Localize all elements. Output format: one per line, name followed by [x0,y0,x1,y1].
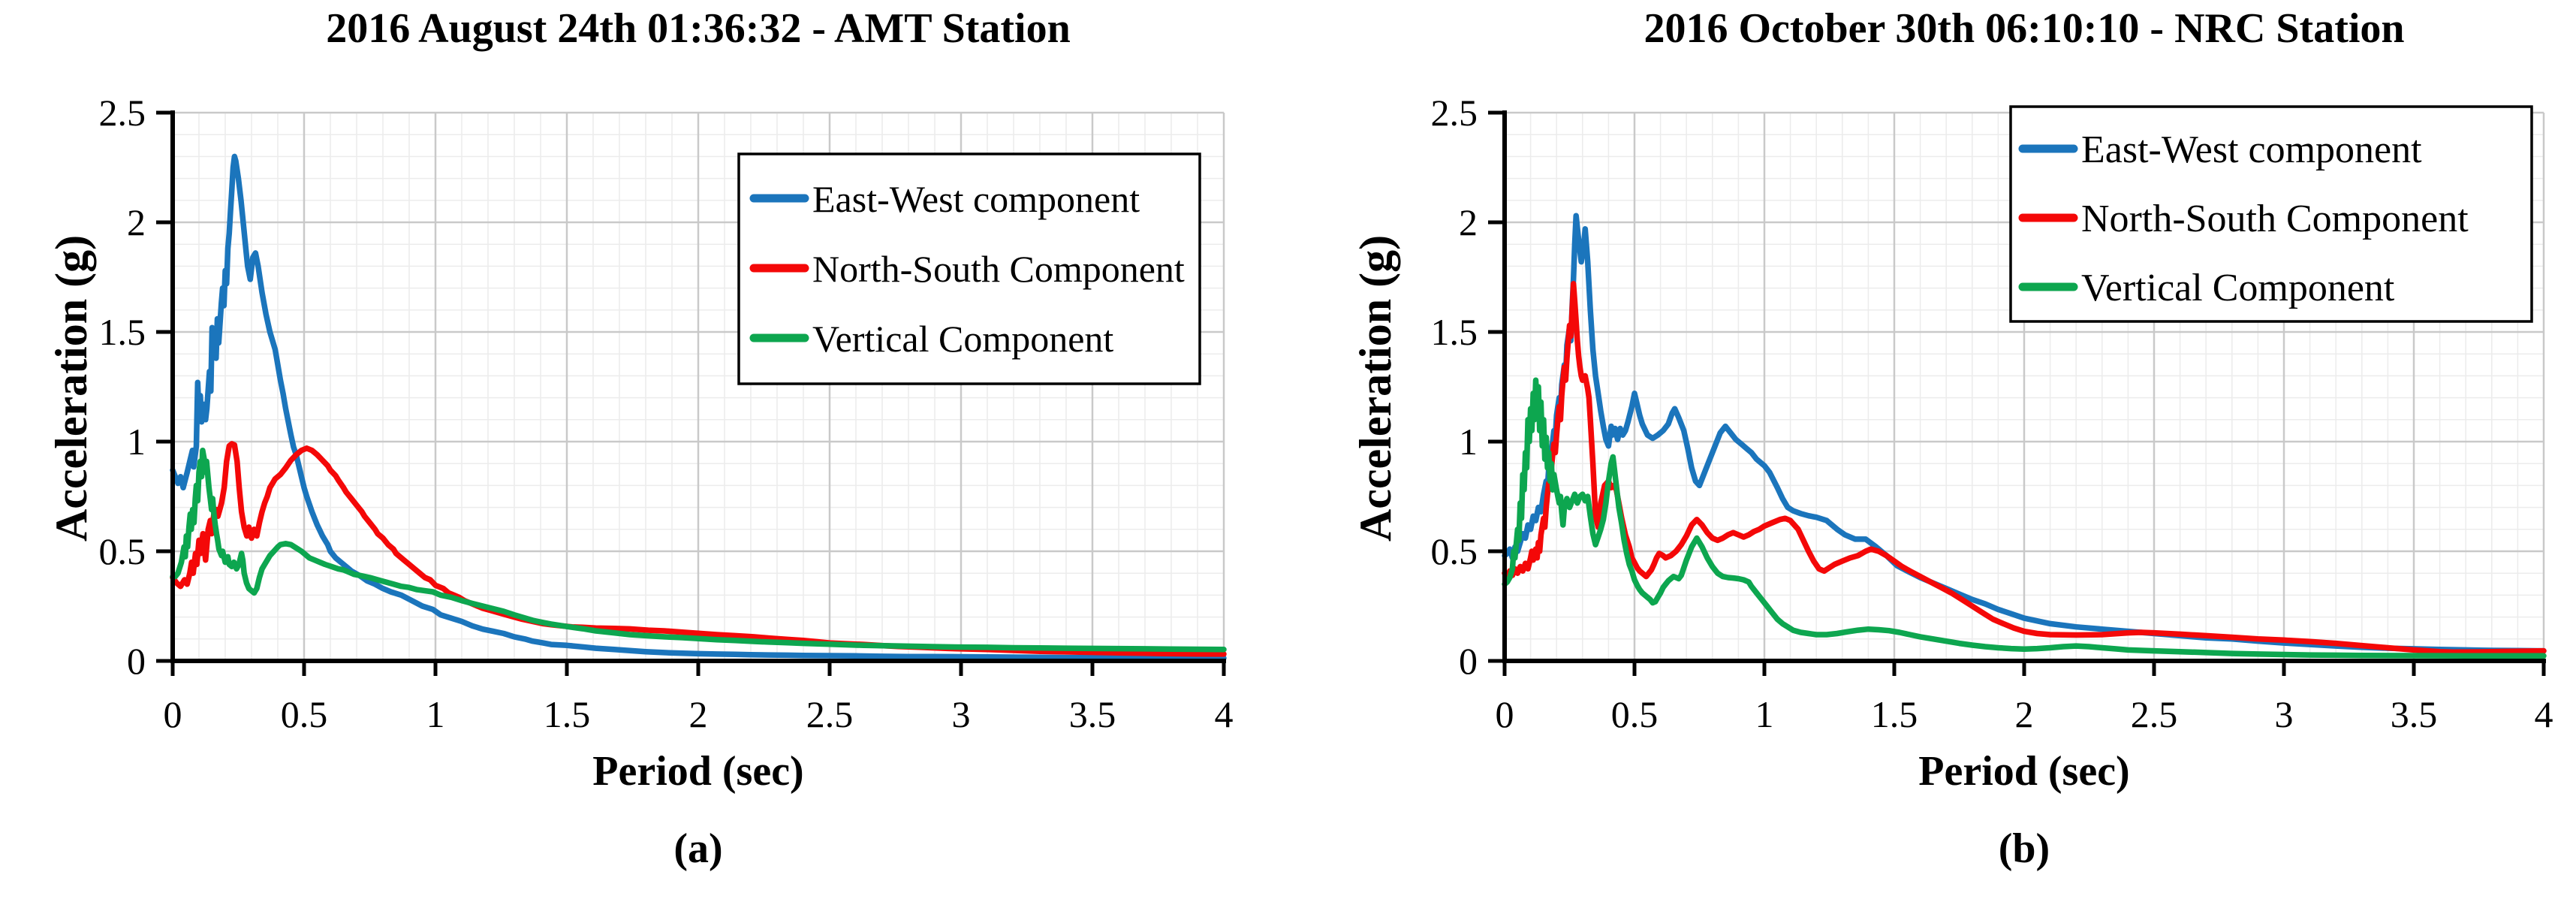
x-tick-label: 4 [2535,693,2553,735]
chart-a-x-axis-label: Period (sec) [592,748,804,795]
chart-b-title: 2016 October 30th 06:10:10 - NRC Station [1644,5,2405,52]
chart-b-y-axis-label: Acceleration (g) [1351,234,1400,542]
x-tick-label: 1.5 [544,693,591,735]
x-tick-label: 0 [1496,693,1514,735]
y-tick-label: 0.5 [99,530,146,572]
x-tick-label: 2.5 [806,693,854,735]
legend-label: East-West component [2081,128,2422,171]
series-line-vertical-component [170,447,1227,653]
chart-a-caption: (a) [673,825,723,872]
y-tick-label: 1 [127,421,146,463]
chart-a-title: 2016 August 24th 01:36:32 - AMT Station [326,5,1071,52]
x-tick-label: 3.5 [2391,693,2438,735]
series-line-east-west-component [170,153,1227,661]
series-line-north-south-component [170,441,1227,657]
chart-a-y-axis-label: Acceleration (g) [47,234,96,542]
chart-b: 0 0.5 1 1.5 2 2.5 3 3.5 4 0 0.5 1 1.5 2 2.5 East-West c… [1431,92,2553,735]
legend-label: Vertical Component [2081,267,2395,309]
legend-box [737,152,1201,385]
x-tick-label: 1 [426,693,445,735]
chart-b-x-axis-label: Period (sec) [1918,748,2130,795]
y-tick-label: 1.5 [99,311,146,353]
x-tick-label: 4 [1215,693,1234,735]
y-tick-label: 0 [127,640,146,682]
y-tick-label: 0 [1459,640,1478,682]
y-tick-label: 0.5 [1431,530,1478,572]
x-tick-label: 1 [1755,693,1774,735]
y-tick-label: 2 [127,201,146,243]
y-tick-label: 1.5 [1431,311,1478,353]
y-tick-label: 1 [1459,421,1478,463]
legend-label: North-South Component [812,248,1185,290]
x-tick-label: 1.5 [1871,693,1918,735]
y-tick-label: 2 [1459,201,1478,243]
y-tick-label: 2.5 [99,92,146,134]
legend-label: Vertical Component [812,318,1113,360]
x-tick-label: 3 [952,693,971,735]
legend-label: East-West component [812,178,1140,220]
x-tick-label: 0.5 [281,693,328,735]
legend-box [2009,105,2533,323]
x-tick-label: 3.5 [1069,693,1116,735]
series-line-vertical-component [1502,377,2547,659]
x-tick-label: 0.5 [1611,693,1659,735]
x-tick-label: 3 [2275,693,2294,735]
chart-b-caption: (b) [1998,825,2050,872]
x-tick-label: 2.5 [2131,693,2178,735]
x-tick-label: 2 [2015,693,2034,735]
series-line-north-south-component [1502,281,2547,656]
legend-label: North-South Component [2081,198,2469,240]
x-tick-label: 0 [164,693,182,735]
chart-a: 0 0.5 1 1.5 2 2.5 3 3.5 4 0 0.5 1 1.5 2 2.5 East-West c… [99,92,1234,735]
x-tick-label: 2 [689,693,708,735]
y-tick-label: 2.5 [1431,92,1478,134]
